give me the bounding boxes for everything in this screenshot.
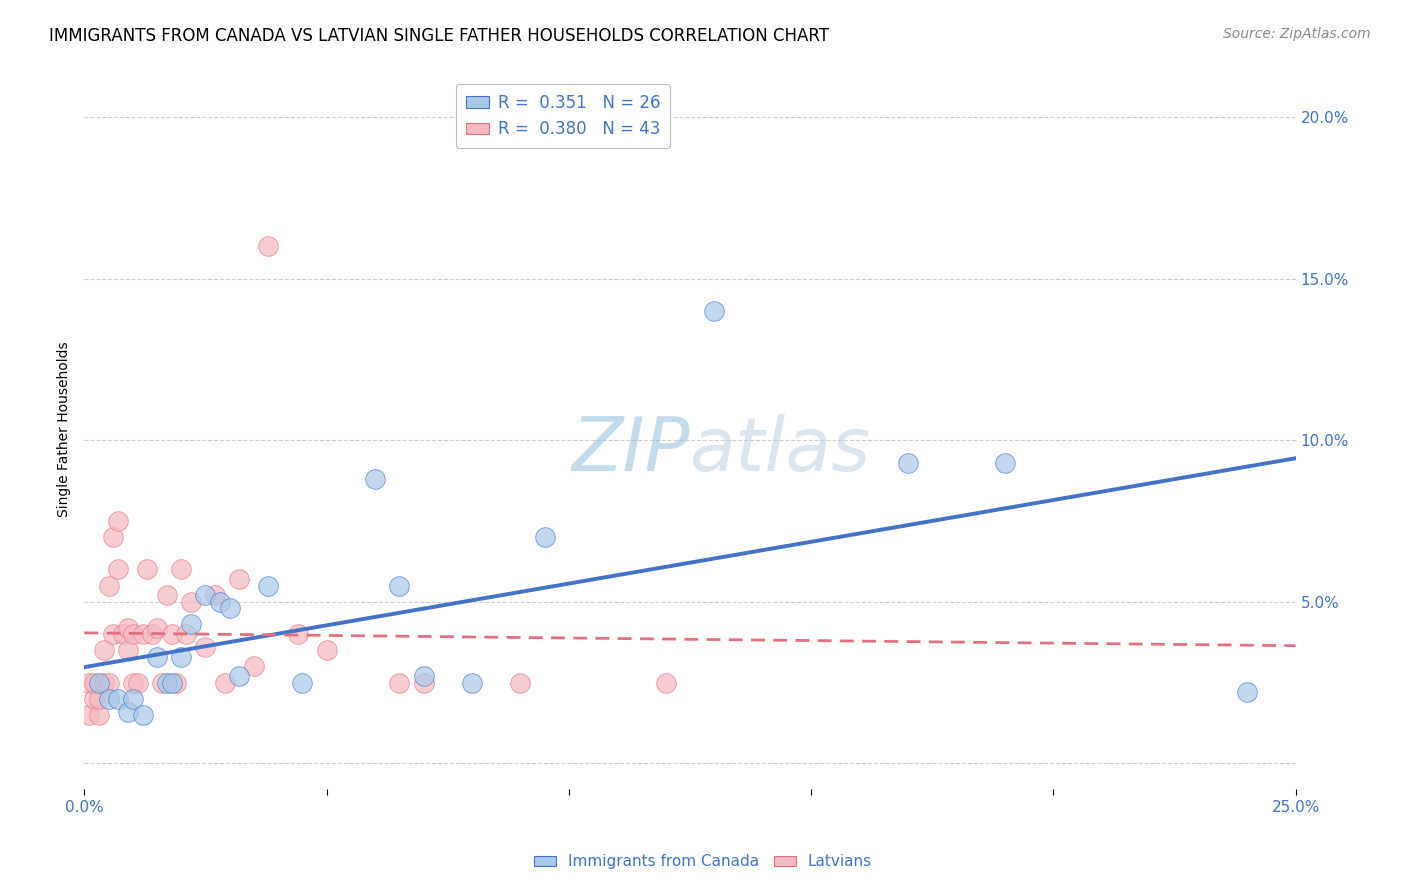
Point xyxy=(117,705,139,719)
Point xyxy=(461,675,484,690)
Point xyxy=(218,601,240,615)
Point xyxy=(165,675,187,690)
Point xyxy=(77,707,100,722)
Point xyxy=(291,675,314,690)
Point xyxy=(703,304,725,318)
Point xyxy=(97,691,120,706)
Point xyxy=(180,617,202,632)
Point xyxy=(146,621,169,635)
Point xyxy=(1236,685,1258,699)
Point xyxy=(194,588,217,602)
Point xyxy=(87,675,110,690)
Point xyxy=(180,595,202,609)
Point xyxy=(136,562,159,576)
Y-axis label: Single Father Households: Single Father Households xyxy=(58,341,72,516)
Point xyxy=(93,643,115,657)
Point xyxy=(117,643,139,657)
Point xyxy=(121,627,143,641)
Point xyxy=(994,456,1017,470)
Point xyxy=(287,627,309,641)
Point xyxy=(146,649,169,664)
Point xyxy=(112,627,135,641)
Text: ZIP: ZIP xyxy=(571,415,690,486)
Point xyxy=(107,514,129,528)
Point xyxy=(156,675,179,690)
Point xyxy=(131,627,153,641)
Legend: R =  0.351   N = 26, R =  0.380   N = 43: R = 0.351 N = 26, R = 0.380 N = 43 xyxy=(456,84,671,148)
Text: IMMIGRANTS FROM CANADA VS LATVIAN SINGLE FATHER HOUSEHOLDS CORRELATION CHART: IMMIGRANTS FROM CANADA VS LATVIAN SINGLE… xyxy=(49,27,830,45)
Point xyxy=(412,675,434,690)
Point xyxy=(107,691,129,706)
Point xyxy=(257,239,280,253)
Point xyxy=(315,643,337,657)
Point xyxy=(388,578,411,592)
Point xyxy=(121,691,143,706)
Point xyxy=(194,640,217,654)
Point xyxy=(243,659,266,673)
Point xyxy=(156,588,179,602)
Point xyxy=(87,691,110,706)
Point xyxy=(214,675,236,690)
Point xyxy=(97,578,120,592)
Point xyxy=(97,675,120,690)
Point xyxy=(93,675,115,690)
Point xyxy=(655,675,678,690)
Point xyxy=(170,562,193,576)
Point xyxy=(204,588,226,602)
Text: atlas: atlas xyxy=(690,415,872,486)
Point xyxy=(257,578,280,592)
Point xyxy=(103,530,125,544)
Point xyxy=(141,627,163,641)
Point xyxy=(509,675,531,690)
Point xyxy=(127,675,149,690)
Text: Source: ZipAtlas.com: Source: ZipAtlas.com xyxy=(1223,27,1371,41)
Point xyxy=(77,675,100,690)
Point xyxy=(364,472,387,486)
Point xyxy=(170,649,193,664)
Point xyxy=(160,627,183,641)
Point xyxy=(208,595,231,609)
Point xyxy=(412,669,434,683)
Point xyxy=(83,675,105,690)
Legend: Immigrants from Canada, Latvians: Immigrants from Canada, Latvians xyxy=(529,848,877,875)
Point xyxy=(228,669,250,683)
Point xyxy=(228,572,250,586)
Point xyxy=(103,627,125,641)
Point xyxy=(107,562,129,576)
Point xyxy=(533,530,555,544)
Point xyxy=(388,675,411,690)
Point xyxy=(174,627,197,641)
Point xyxy=(117,621,139,635)
Point xyxy=(83,691,105,706)
Point xyxy=(897,456,920,470)
Point xyxy=(87,707,110,722)
Point xyxy=(131,707,153,722)
Point xyxy=(121,675,143,690)
Point xyxy=(150,675,173,690)
Point xyxy=(160,675,183,690)
